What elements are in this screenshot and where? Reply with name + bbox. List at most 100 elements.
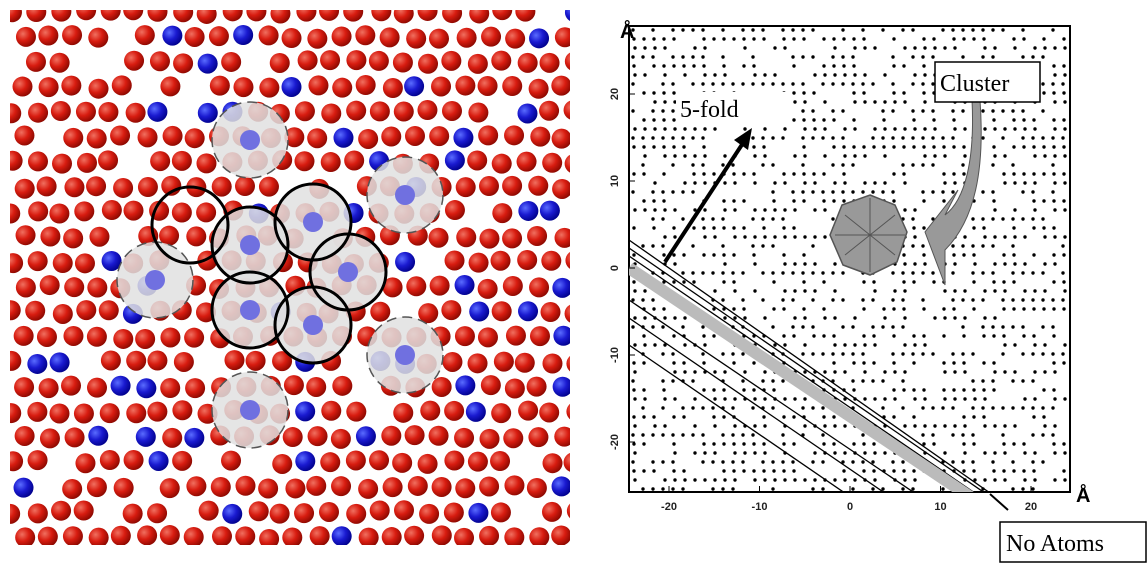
dot [713, 73, 717, 77]
dot [673, 370, 677, 374]
dot [983, 424, 987, 428]
red-atom [98, 150, 119, 171]
dot [863, 73, 867, 77]
dot [631, 55, 635, 59]
dot [991, 244, 995, 248]
dot [793, 154, 797, 158]
dot [893, 127, 897, 131]
dot [661, 136, 665, 140]
dot [1011, 379, 1015, 383]
red-atom [491, 403, 512, 424]
dot [653, 343, 657, 347]
dot [993, 127, 997, 131]
red-atom [49, 52, 70, 73]
dot [892, 172, 896, 176]
dot [731, 163, 735, 167]
red-atom [566, 403, 570, 420]
dot [823, 100, 827, 104]
dot [1002, 172, 1006, 176]
red-atom [50, 101, 71, 122]
dot [791, 298, 795, 302]
dot [1062, 172, 1066, 176]
y-tick-label: -20 [609, 434, 621, 450]
red-atom [428, 425, 449, 446]
dot [911, 271, 915, 275]
dot [1043, 289, 1047, 293]
dot [792, 172, 796, 176]
dot [802, 199, 806, 203]
red-atom [578, 326, 598, 346]
dot [692, 226, 696, 230]
dot [963, 235, 967, 239]
dot [921, 109, 925, 113]
red-atom [150, 151, 171, 172]
dot [632, 37, 636, 41]
dot [963, 397, 967, 401]
red-atom [10, 350, 22, 371]
dot [1053, 154, 1057, 158]
dot [903, 478, 907, 482]
red-atom [490, 451, 511, 472]
dot [723, 208, 727, 212]
red-atom [505, 28, 526, 49]
dot [962, 442, 966, 446]
dot [943, 370, 947, 374]
dot [631, 28, 635, 32]
dot [681, 433, 685, 437]
dot [933, 424, 937, 428]
dot [821, 271, 825, 275]
no-atoms-arrow [989, 493, 1009, 511]
red-atom [331, 26, 352, 47]
red-atom [74, 253, 95, 274]
dot [721, 55, 725, 59]
dot [893, 370, 897, 374]
dot [771, 190, 775, 194]
dot [801, 28, 805, 32]
dot [733, 208, 737, 212]
dot [833, 46, 837, 50]
dot [963, 370, 967, 374]
dot [803, 343, 807, 347]
dot [832, 334, 836, 338]
red-atom [346, 100, 367, 121]
dot [683, 370, 687, 374]
dot [933, 316, 937, 320]
dot [652, 64, 656, 68]
dot [663, 100, 667, 104]
dot [943, 289, 947, 293]
dot [961, 55, 965, 59]
dot [913, 235, 917, 239]
dot [643, 316, 647, 320]
red-atom [477, 278, 498, 299]
dot [1052, 388, 1056, 392]
dot [831, 82, 835, 86]
dot [751, 28, 755, 32]
dot [901, 271, 905, 275]
red-atom [186, 226, 207, 247]
red-atom [196, 153, 217, 174]
dot [722, 469, 726, 473]
center-atom [338, 262, 358, 282]
y-tick-label: -10 [609, 347, 621, 363]
dot [892, 91, 896, 95]
dot [843, 370, 847, 374]
dot [662, 253, 666, 257]
red-atom [455, 75, 476, 96]
dot [673, 154, 677, 158]
red-atom [579, 477, 599, 497]
dot [792, 37, 796, 41]
blue-atom [135, 426, 156, 447]
dot [1051, 298, 1055, 302]
dot [1063, 343, 1067, 347]
blue-atom [551, 476, 570, 497]
red-atom [13, 325, 34, 346]
dot [632, 145, 636, 149]
dot [693, 127, 697, 131]
dot [741, 271, 745, 275]
red-atom [122, 503, 143, 524]
red-atom [224, 350, 245, 371]
dot [782, 226, 786, 230]
dot [841, 55, 845, 59]
dot [833, 478, 837, 482]
dot [702, 226, 706, 230]
